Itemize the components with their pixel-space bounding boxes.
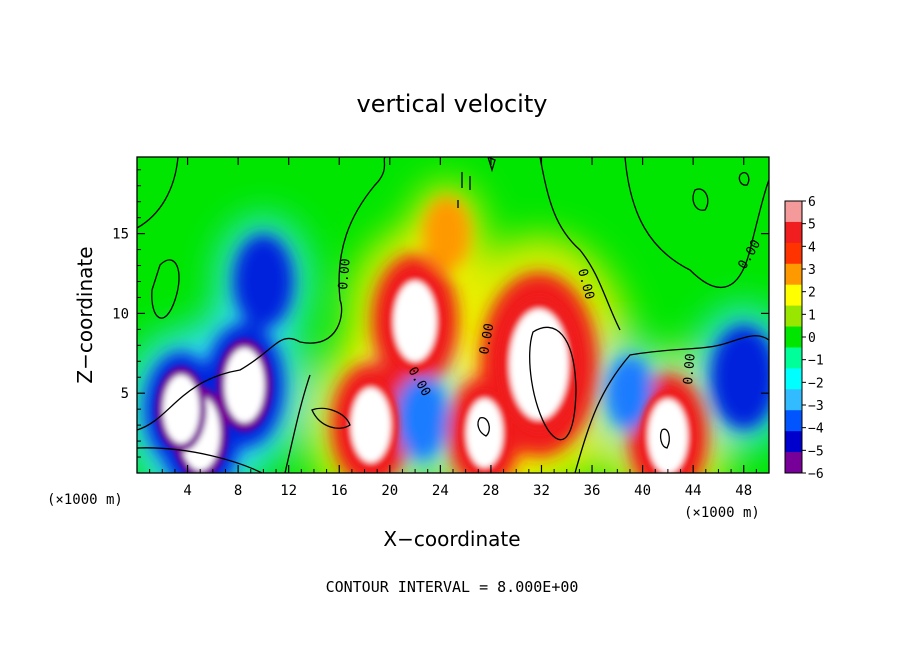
field-blobs-core [155, 271, 696, 473]
x-axis-label: X−coordinate [383, 527, 520, 551]
x-tick-label-0: 4 [183, 483, 191, 499]
y-axis-ticks: 5 10 15 [112, 169, 769, 458]
feature-core-8 [163, 374, 200, 444]
feature-core-1 [393, 281, 437, 362]
colorbar-swatch-7 [785, 347, 802, 369]
colorbar-label-0: 6 [808, 195, 816, 210]
y-tick-label-2: 15 [112, 227, 129, 243]
feature-body-10 [710, 325, 769, 430]
x-tick-label-8: 36 [584, 483, 601, 499]
contour-label-6: 0.00 [681, 353, 699, 386]
colorbar-swatch-9 [785, 389, 802, 411]
feature-core-0 [509, 309, 569, 420]
feature-body-11 [394, 375, 449, 460]
y-tick-label-0: 5 [121, 386, 129, 402]
x-tick-label-4: 20 [381, 483, 398, 499]
feature-core-4 [466, 398, 503, 468]
colorbar-label-6: 0 [808, 331, 816, 346]
contour-label-3: 0.00 [477, 322, 497, 355]
colorbar-label-4: 2 [808, 286, 816, 301]
colorbar-swatch-6 [785, 326, 802, 348]
x-axis-ticks: 4 8 12 16 20 24 28 32 36 40 44 48 [149, 157, 757, 499]
colorbar-label-12: −6 [808, 467, 824, 482]
feature-body-2 [423, 196, 471, 271]
colorbar-swatch-2 [785, 242, 802, 265]
colorbar-label-11: −5 [808, 444, 824, 459]
feature-body-9 [233, 234, 294, 329]
feature-body-12 [606, 356, 654, 431]
colorbar-label-9: −3 [808, 399, 824, 414]
colorbar-swatch-0 [785, 201, 802, 223]
x-unit-label-left: (×1000 m) [47, 492, 123, 508]
velocity-field: 0.00 0.00 0.00 0.00 0.00 0.00 [137, 157, 769, 473]
colorbar-swatch-4 [785, 284, 802, 307]
x-tick-label-10: 44 [685, 483, 702, 499]
contour-label-1: 0.00 [336, 258, 354, 291]
contour-interval-note: CONTOUR INTERVAL = 8.000E+00 [326, 578, 579, 596]
chart-title: vertical velocity [357, 90, 548, 118]
colorbar-label-7: −1 [808, 354, 824, 369]
colorbar-label-2: 4 [808, 240, 816, 255]
colorbar-label-5: 1 [808, 308, 816, 323]
x-tick-label-5: 24 [432, 483, 449, 499]
colorbar-label-8: −2 [808, 376, 824, 391]
colorbar-label-3: 3 [808, 263, 816, 278]
x-tick-label-7: 32 [533, 483, 550, 499]
colorbar-swatch-12 [785, 452, 802, 474]
colorbar-swatch-1 [785, 221, 802, 244]
x-tick-label-11: 48 [735, 483, 752, 499]
colorbar-swatch-11 [785, 431, 802, 453]
colorbar-label-10: −4 [808, 422, 824, 437]
contour-lines [137, 157, 769, 473]
colorbar-label-1: 5 [808, 218, 816, 233]
colorbar-swatch-8 [785, 368, 802, 390]
colorbar: 6 5 4 3 2 1 0 −1 −2 −3 −4 −5 −6 [784, 195, 824, 482]
colorbar-swatch-3 [785, 263, 802, 286]
x-tick-label-1: 8 [234, 483, 242, 499]
x-tick-label-3: 16 [331, 483, 348, 499]
colorbar-swatch-10 [785, 410, 802, 432]
colorbar-swatch-5 [785, 305, 802, 328]
feature-core-5 [648, 399, 688, 473]
x-tick-label-6: 28 [482, 483, 499, 499]
y-tick-label-1: 10 [112, 306, 129, 322]
x-tick-label-2: 12 [280, 483, 297, 499]
x-tick-label-9: 40 [634, 483, 651, 499]
y-axis-label: Z−coordinate [73, 246, 97, 383]
feature-core-3 [351, 387, 391, 463]
x-unit-label-right: (×1000 m) [684, 505, 760, 521]
feature-core-6 [224, 348, 265, 423]
